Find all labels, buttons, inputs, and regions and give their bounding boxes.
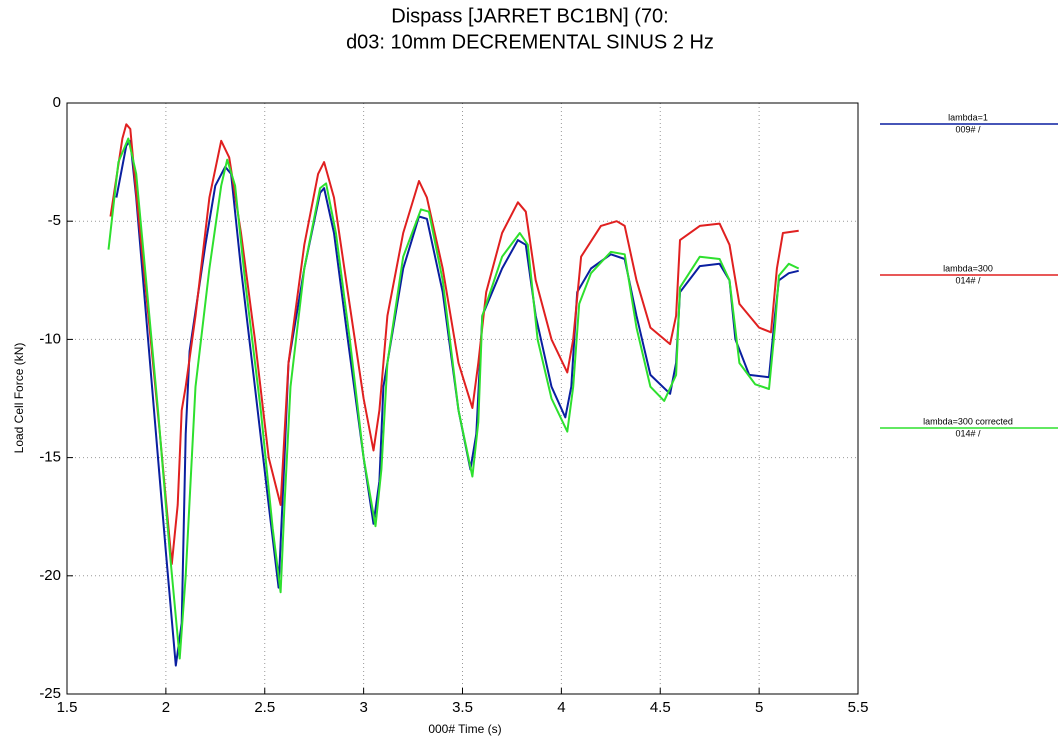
data-line bbox=[109, 123, 799, 565]
x-tick-label: 4 bbox=[557, 699, 565, 716]
x-tick-label: 3 bbox=[359, 699, 367, 716]
chart-title: Dispass [JARRET BC1BN] (70: bbox=[391, 5, 669, 27]
x-tick-label: 5.5 bbox=[848, 699, 869, 716]
x-tick-label: 1.5 bbox=[57, 699, 78, 716]
y-tick-label: -10 bbox=[39, 330, 61, 347]
legend-note: 014# / bbox=[955, 275, 981, 285]
x-tick-label: 3.5 bbox=[452, 699, 473, 716]
y-tick-label: -15 bbox=[39, 449, 61, 466]
x-axis-label: 000# Time (s) bbox=[428, 722, 501, 736]
y-tick-label: -25 bbox=[39, 685, 61, 702]
legend-label: lambda=300 corrected bbox=[923, 416, 1013, 426]
legend-note: 014# / bbox=[955, 428, 981, 438]
data-line bbox=[107, 137, 800, 660]
legend-note: 009# / bbox=[955, 124, 981, 134]
x-tick-label: 4.5 bbox=[650, 699, 671, 716]
legend-label: lambda=300 bbox=[943, 263, 993, 273]
legend-label: lambda=1 bbox=[948, 112, 988, 122]
y-tick-label: -20 bbox=[39, 567, 61, 584]
y-axis-label: Load Cell Force (kN) bbox=[12, 343, 26, 454]
y-tick-label: 0 bbox=[53, 94, 61, 111]
chart-subtitle: d03: 10mm DECREMENTAL SINUS 2 Hz bbox=[346, 31, 714, 53]
x-tick-label: 5 bbox=[755, 699, 763, 716]
x-tick-label: 2 bbox=[162, 699, 170, 716]
plot-frame bbox=[66, 102, 859, 695]
y-tick-label: -5 bbox=[48, 212, 61, 229]
x-tick-label: 2.5 bbox=[254, 699, 275, 716]
